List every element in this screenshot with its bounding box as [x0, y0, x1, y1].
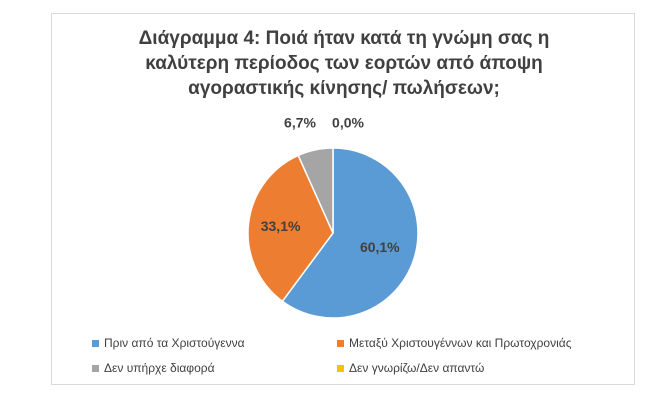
- legend-swatch-1: [92, 339, 99, 347]
- chart-title-line-3: αγοραστικής κίνησης/ πωλήσεων;: [188, 78, 500, 99]
- pie-slice-3-label: 6,7%: [284, 115, 316, 131]
- pie-slice-4-label: 0,0%: [332, 115, 364, 131]
- legend-swatch-2: [337, 339, 344, 347]
- pie-slice-1-label: 60,1%: [360, 239, 400, 255]
- chart-legend: Πριν από τα Χριστούγεννα Μεταξύ Χριστουγέ…: [92, 336, 612, 375]
- legend-label-4: Δεν γνωρίζω/Δεν απαντώ: [349, 361, 485, 375]
- legend-swatch-4: [337, 364, 344, 372]
- legend-item-3: Δεν υπήρχε διαφορά: [92, 361, 337, 375]
- legend-label-2: Μεταξύ Χριστουγέννων και Πρωτοχρονιάς: [349, 336, 572, 350]
- legend-swatch-3: [92, 364, 99, 372]
- legend-item-4: Δεν γνωρίζω/Δεν απαντώ: [337, 361, 612, 375]
- chart-frame: Διάγραμμα 4: Ποιά ήταν κατά τη γνώμη σας…: [51, 13, 635, 385]
- legend-item-2: Μεταξύ Χριστουγέννων και Πρωτοχρονιάς: [337, 336, 612, 350]
- pie-slice-2: [247, 154, 334, 303]
- pie-chart: 60,1% 33,1% 6,7% 0,0%: [247, 115, 419, 319]
- pie-slice-3: [297, 147, 334, 234]
- chart-title-line-2: καλύτερη περίοδος των εορτών από άποψη: [145, 53, 543, 74]
- legend-label-1: Πριν από τα Χριστούγεννα: [104, 336, 245, 350]
- pie-slice-2-label: 33,1%: [261, 218, 301, 234]
- legend-item-1: Πριν από τα Χριστούγεννα: [92, 336, 337, 350]
- pie-slice-1: [281, 147, 419, 319]
- chart-title: Διάγραμμα 4: Ποιά ήταν κατά τη γνώμη σας…: [52, 26, 636, 101]
- chart-title-line-1: Διάγραμμα 4: Ποιά ήταν κατά τη γνώμη σας…: [138, 28, 550, 49]
- legend-label-3: Δεν υπήρχε διαφορά: [104, 361, 215, 375]
